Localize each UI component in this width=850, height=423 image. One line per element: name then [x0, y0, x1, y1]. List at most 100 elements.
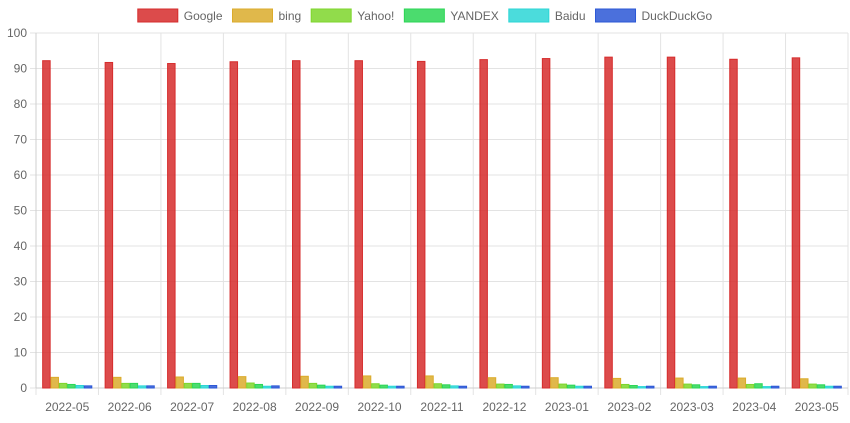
bar-bing — [237, 376, 247, 389]
bar-bing — [737, 377, 747, 389]
bar-yandex — [629, 385, 638, 389]
x-tick-label: 2023-04 — [732, 400, 776, 414]
bar-yandex — [316, 384, 326, 389]
bar-yahoo- — [683, 383, 692, 389]
bar-bing — [50, 376, 59, 389]
bar-yahoo- — [246, 382, 255, 389]
legend-label-google[interactable]: Google — [184, 9, 223, 23]
bar-duckduckgo — [645, 385, 655, 389]
bar-duckduckgo — [521, 385, 530, 389]
y-tick-label: 90 — [14, 62, 28, 76]
bar-duckduckgo — [770, 385, 780, 389]
bar-bing — [487, 377, 497, 389]
bar-baidu — [700, 386, 709, 389]
legend-label-baidu[interactable]: Baidu — [555, 9, 586, 23]
bar-baidu — [325, 385, 334, 389]
bar-google — [354, 60, 363, 389]
x-tick-label: 2022-12 — [482, 400, 526, 414]
bar-google — [541, 58, 551, 389]
bar-yandex — [379, 384, 388, 389]
y-tick-label: 100 — [7, 26, 27, 40]
bar-duckduckgo — [458, 385, 468, 389]
bar-yahoo- — [496, 383, 505, 389]
bar-baidu — [387, 385, 397, 389]
x-tick-label: 2022-06 — [108, 400, 152, 414]
y-tick-label: 60 — [14, 168, 28, 182]
y-tick-label: 30 — [14, 275, 28, 289]
bar-baidu — [825, 385, 834, 389]
y-tick-label: 10 — [14, 346, 28, 360]
bar-google — [104, 61, 114, 389]
bar-duckduckgo — [208, 385, 218, 389]
x-tick-label: 2023-05 — [795, 400, 839, 414]
bar-duckduckgo — [333, 385, 343, 389]
bar-google — [167, 63, 176, 389]
bar-google — [604, 56, 613, 389]
x-tick-label: 2023-03 — [670, 400, 714, 414]
bar-google — [42, 60, 51, 389]
bar-bing — [112, 376, 122, 389]
bar-google — [416, 60, 426, 389]
bar-baidu — [637, 386, 647, 389]
legend-label-yahoo-[interactable]: Yahoo! — [357, 9, 394, 23]
bar-yandex — [816, 384, 826, 389]
legend-swatch-google[interactable] — [137, 8, 179, 23]
legend-swatch-yahoo-[interactable] — [310, 8, 352, 23]
bar-yandex — [691, 384, 701, 389]
bar-google — [229, 61, 239, 389]
bar-google — [666, 56, 676, 389]
bar-bing — [550, 377, 559, 389]
bar-bing — [175, 376, 184, 389]
y-tick-label: 0 — [20, 381, 27, 395]
legend-swatch-yandex[interactable] — [403, 8, 445, 23]
bar-bing — [675, 377, 684, 389]
bar-yandex — [67, 383, 76, 389]
bar-bing — [425, 375, 434, 389]
legend-label-duckduckgo[interactable]: DuckDuckGo — [642, 9, 713, 23]
x-tick-label: 2022-08 — [233, 400, 277, 414]
bar-yahoo- — [433, 383, 443, 389]
bar-duckduckgo — [271, 385, 280, 389]
bar-yahoo- — [58, 382, 68, 389]
x-tick-label: 2022-10 — [358, 400, 402, 414]
y-tick-label: 80 — [14, 97, 28, 111]
bar-yahoo- — [183, 382, 193, 389]
bar-yandex — [192, 382, 201, 389]
y-tick-label: 40 — [14, 239, 28, 253]
bar-bing — [612, 377, 622, 389]
y-tick-label: 50 — [14, 204, 28, 218]
bar-google — [791, 57, 801, 389]
bar-baidu — [450, 385, 459, 389]
y-tick-label: 20 — [14, 310, 28, 324]
bar-baidu — [575, 385, 584, 389]
bar-duckduckgo — [146, 385, 155, 389]
bar-yahoo- — [121, 382, 130, 389]
x-tick-label: 2022-07 — [170, 400, 214, 414]
legend-swatch-bing[interactable] — [232, 8, 273, 23]
bar-duckduckgo — [833, 385, 842, 389]
legend-label-bing[interactable]: bing — [279, 9, 302, 23]
bar-baidu — [512, 385, 522, 389]
bar-baidu — [75, 385, 84, 389]
legend-label-yandex[interactable]: YANDEX — [450, 9, 498, 23]
bar-google — [292, 60, 301, 389]
x-tick-label: 2022-05 — [45, 400, 89, 414]
bar-yandex — [566, 384, 576, 389]
bar-yahoo- — [308, 382, 318, 389]
bar-yandex — [254, 383, 264, 389]
bar-yandex — [129, 382, 139, 389]
legend-swatch-duckduckgo[interactable] — [595, 8, 637, 23]
bar-duckduckgo — [708, 385, 717, 389]
legend-swatch-baidu[interactable] — [508, 8, 550, 23]
x-tick-label: 2023-02 — [607, 400, 651, 414]
bar-baidu — [137, 385, 147, 389]
bar-bing — [362, 375, 372, 389]
bar-baidu — [200, 385, 209, 389]
bar-bing — [300, 375, 309, 389]
bar-yandex — [504, 383, 513, 389]
x-tick-label: 2022-11 — [420, 400, 463, 414]
bar-yahoo- — [620, 383, 630, 389]
bar-baidu — [262, 385, 272, 389]
